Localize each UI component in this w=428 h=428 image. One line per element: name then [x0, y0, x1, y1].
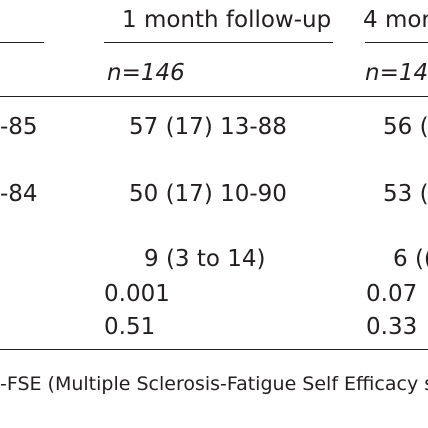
row2-1-month: 50 (17) 10-90 [129, 181, 287, 207]
column-header-1-month: 1 month follow-up [122, 7, 332, 33]
column-header-4-month: 4 mor [363, 7, 428, 33]
n-count-4-month: n=144 [365, 60, 428, 86]
n-count-1-month: n=146 [107, 60, 185, 86]
difference-1-month: 9 (3 to 14) [144, 246, 266, 272]
table-bottom-rule [0, 349, 428, 350]
header-rule-col3 [365, 42, 428, 43]
table-footnote: -FSE (Multiple Sclerosis-Fatigue Self Ef… [0, 373, 428, 395]
row1-1-month: 57 (17) 13-88 [129, 114, 287, 140]
p-value-4-month: 0.07 [366, 281, 418, 307]
difference-4-month: 6 (( [393, 246, 428, 272]
row1-col1: -85 [0, 114, 38, 140]
row1-4-month: 56 ( [383, 114, 428, 140]
subheader-rule [0, 96, 428, 97]
p-value-1-month: 0.001 [104, 281, 170, 307]
row2-col1: -84 [0, 181, 38, 207]
header-rule-col1 [0, 42, 44, 43]
header-rule-col2 [104, 42, 333, 43]
effect-size-1-month: 0.51 [104, 314, 156, 340]
row2-4-month: 53 ( [383, 181, 428, 207]
effect-size-4-month: 0.33 [366, 314, 418, 340]
